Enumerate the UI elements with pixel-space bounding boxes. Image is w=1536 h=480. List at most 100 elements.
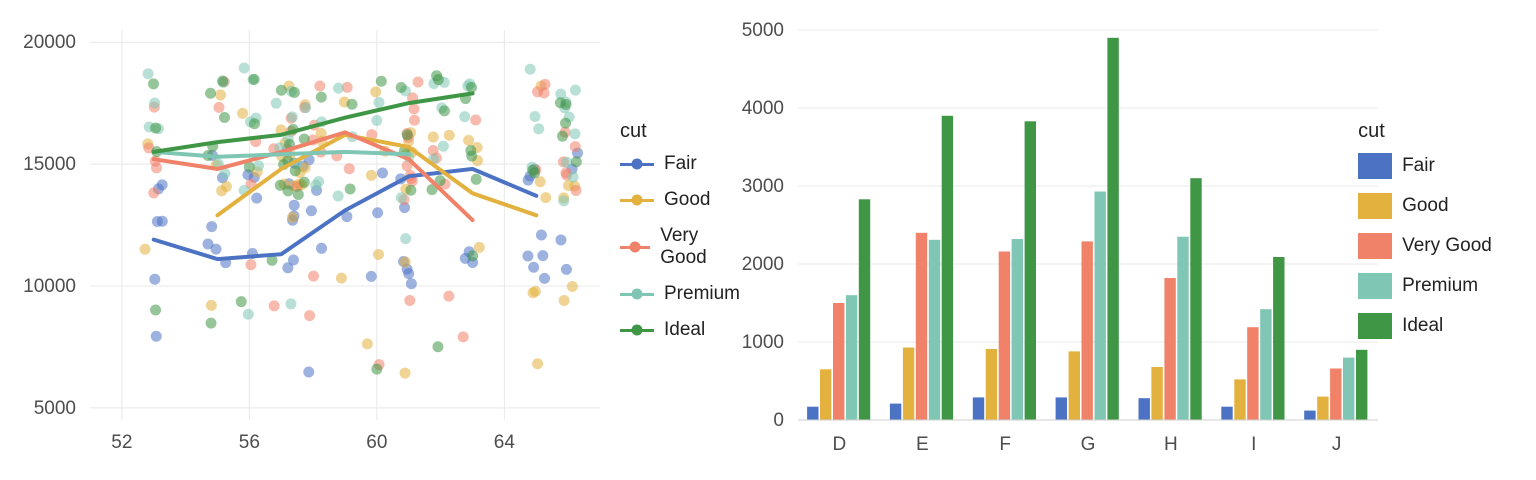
scatter-point-premium [525,64,536,75]
bar-j-ideal[interactable] [1356,350,1367,420]
scatter-legend-item-premium[interactable]: Premium [620,283,740,305]
scatter-point-premium [400,233,411,244]
scatter-point-premium [271,98,282,109]
bar-j-fair[interactable] [1304,411,1315,420]
scatter-point-premium [438,141,449,152]
scatter-ytick-label: 20000 [23,32,76,53]
scatter-point-good [400,368,411,379]
legend-label-premium: Premium [664,283,740,305]
scatter-point-premium [459,111,470,122]
legend-label-good: Good [664,189,710,211]
bar-e-fair[interactable] [890,404,901,420]
legend-swatch-premium [620,293,654,296]
scatter-point-premium [396,192,407,203]
scatter-point-good [559,295,570,306]
bar-e-very-good[interactable] [916,233,927,420]
bar-h-good[interactable] [1151,367,1162,420]
scatter-point-ideal [396,82,407,93]
bar-e-premium[interactable] [929,240,940,420]
scatter-point-ideal [150,123,161,134]
bar-i-ideal[interactable] [1273,257,1284,420]
scatter-point-very-good [308,271,319,282]
bar-f-very-good[interactable] [999,252,1010,421]
scatter-legend-item-very-good[interactable]: Very Good [620,225,740,269]
scatter-point-fair [149,274,160,285]
bar-xtick-label-g: G [1081,434,1096,455]
scatter-point-very-good [151,162,162,173]
bar-h-premium[interactable] [1177,237,1188,420]
scatter-point-ideal [276,85,287,96]
scatter-point-premium [558,195,569,206]
scatter-point-fair [403,268,414,279]
bar-d-fair[interactable] [807,407,818,420]
scatter-point-ideal [283,185,294,196]
scatter-point-fair [157,179,168,190]
scatter-point-premium [143,68,154,79]
bar-j-premium[interactable] [1343,358,1354,420]
bar-legend-item-very-good[interactable]: Very Good [1358,233,1492,259]
bar-i-very-good[interactable] [1247,327,1258,420]
scatter-point-very-good [570,141,581,152]
legend-swatch-fair [1358,153,1392,179]
bar-i-premium[interactable] [1260,309,1271,420]
scatter-point-very-good [304,310,315,321]
bar-f-good[interactable] [986,349,997,420]
bar-f-premium[interactable] [1012,239,1023,420]
scatter-legend-item-ideal[interactable]: Ideal [620,319,740,341]
bar-h-ideal[interactable] [1190,178,1201,420]
bar-legend-item-fair[interactable]: Fair [1358,153,1492,179]
bar-j-very-good[interactable] [1330,369,1341,421]
scatter-point-very-good [539,87,550,98]
scatter-point-fair [151,331,162,342]
bar-j-good[interactable] [1317,397,1328,420]
legend-swatch-good [620,199,654,202]
scatter-point-fair [366,271,377,282]
bar-h-fair[interactable] [1139,398,1150,420]
scatter-point-ideal [432,341,443,352]
bar-legend-item-premium[interactable]: Premium [1358,273,1492,299]
bar-g-very-good[interactable] [1082,241,1093,420]
bar-g-good[interactable] [1069,351,1080,420]
scatter-point-good [287,212,298,223]
bar-g-premium[interactable] [1095,192,1106,421]
scatter-point-very-good [413,77,424,88]
scatter-point-premium [287,111,298,122]
scatter-point-premium [570,85,581,96]
scatter-point-premium [300,102,311,113]
scatter-point-good [540,192,551,203]
bar-e-good[interactable] [903,348,914,421]
legend-swatch-premium [1358,273,1392,299]
scatter-ytick-label: 10000 [23,276,76,297]
scatter-point-fair [202,239,213,250]
bar-f-fair[interactable] [973,397,984,420]
scatter-point-very-good [408,103,419,114]
bar-d-very-good[interactable] [833,303,844,420]
bar-legend-item-ideal[interactable]: Ideal [1358,313,1492,339]
scatter-point-ideal [219,112,230,123]
bar-f-ideal[interactable] [1025,121,1036,420]
bar-i-good[interactable] [1234,379,1245,420]
bar-d-ideal[interactable] [859,199,870,420]
bar-g-ideal[interactable] [1107,38,1118,420]
scatter-point-fair [303,366,314,377]
scatter-point-ideal [467,250,478,261]
bar-i-fair[interactable] [1221,407,1232,420]
scatter-point-good [140,244,151,255]
bar-g-fair[interactable] [1056,397,1067,420]
scatter-point-good [428,131,439,142]
scatter-legend-item-good[interactable]: Good [620,189,740,211]
bar-d-premium[interactable] [846,295,857,420]
bar-e-ideal[interactable] [942,116,953,420]
scatter-legend-item-fair[interactable]: Fair [620,153,740,175]
scatter-trendline-premium [154,152,409,157]
scatter-ytick-label: 5000 [34,398,76,419]
bar-xtick-label-f: F [999,434,1011,455]
bar-d-good[interactable] [820,369,831,420]
bar-xtick-label-j: J [1332,434,1342,455]
bar-h-very-good[interactable] [1164,278,1175,420]
scatter-point-very-good [245,259,256,270]
bar-legend-item-good[interactable]: Good [1358,193,1492,219]
scatter-point-fair [282,262,293,273]
scatter-point-premium [561,157,572,168]
scatter-xtick-label: 52 [111,432,132,453]
